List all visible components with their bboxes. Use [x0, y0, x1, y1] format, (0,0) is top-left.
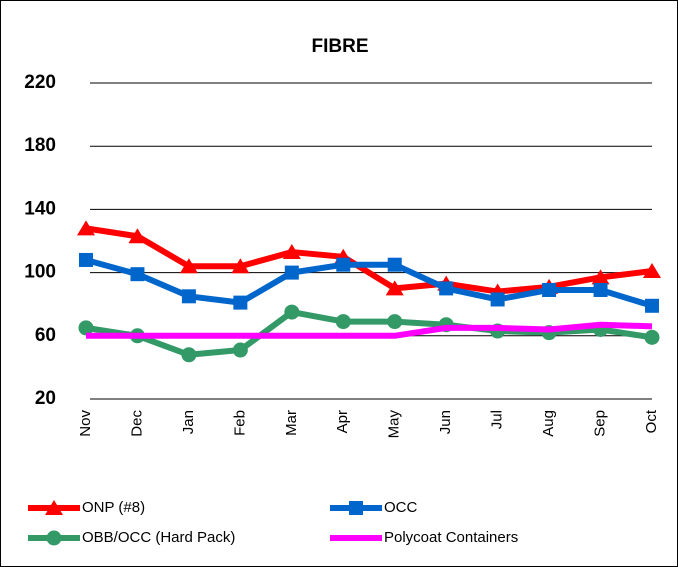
marker: [645, 298, 659, 313]
y-tick-label: 220: [24, 72, 56, 93]
marker: [181, 347, 197, 363]
marker: [78, 320, 94, 336]
marker: [231, 258, 250, 274]
marker: [349, 501, 363, 515]
x-tick-label: Mar: [283, 410, 300, 436]
legend-label: OCC: [384, 499, 418, 516]
marker: [336, 257, 351, 272]
x-tick-label: Jan: [180, 410, 197, 434]
marker: [46, 530, 62, 546]
marker: [385, 280, 404, 296]
marker: [387, 314, 403, 330]
marker: [130, 267, 145, 282]
x-tick-label: Jun: [437, 410, 454, 434]
marker: [45, 500, 63, 515]
x-tick-label: Feb: [231, 410, 248, 436]
chart-title: FIBRE: [312, 36, 369, 57]
marker: [233, 295, 248, 310]
y-tick-label: 180: [24, 135, 56, 156]
x-tick-label: Oct: [643, 409, 660, 433]
legend-label: ONP (#8): [82, 499, 145, 516]
x-tick-label: Aug: [540, 410, 557, 437]
marker: [77, 220, 95, 236]
series-line: [85, 309, 653, 358]
marker: [644, 329, 660, 345]
x-tick-label: Sep: [592, 410, 609, 437]
marker: [232, 342, 248, 358]
y-tick-label: 60: [35, 325, 56, 346]
y-tick-label: 100: [24, 262, 56, 283]
x-tick-label: Apr: [334, 410, 351, 433]
series-line: [85, 225, 653, 295]
legend-label: OBB/OCC (Hard Pack): [82, 529, 235, 546]
x-tick-label: Jul: [489, 410, 506, 429]
y-tick-label: 140: [24, 198, 56, 219]
series-line: [85, 257, 653, 309]
marker: [643, 263, 661, 279]
x-tick-label: May: [386, 410, 403, 439]
marker: [490, 292, 505, 307]
series-line: [86, 321, 653, 339]
marker: [591, 269, 610, 285]
x-tick-label: Dec: [128, 410, 145, 437]
marker: [593, 282, 608, 297]
y-tick-label: 20: [35, 388, 56, 409]
x-tick-label: Nov: [77, 410, 94, 437]
marker: [128, 228, 147, 244]
marker: [181, 289, 196, 304]
marker: [284, 304, 300, 320]
marker: [335, 314, 351, 330]
marker: [439, 281, 454, 296]
marker: [542, 282, 557, 297]
marker: [282, 244, 301, 260]
marker: [179, 258, 198, 274]
marker: [387, 257, 402, 272]
marker: [284, 265, 299, 280]
legend-label: Polycoat Containers: [384, 529, 518, 546]
marker: [79, 252, 93, 267]
